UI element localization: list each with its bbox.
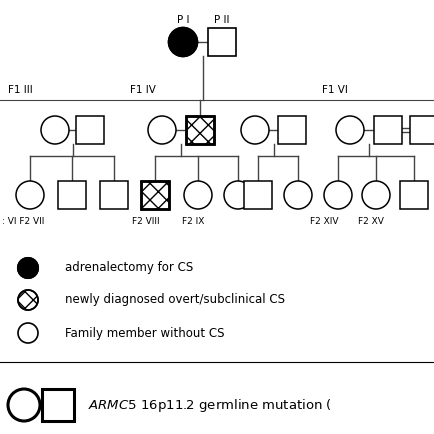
- Circle shape: [18, 290, 38, 310]
- Bar: [244, 181, 272, 209]
- Text: Family member without CS: Family member without CS: [65, 326, 224, 339]
- Circle shape: [284, 181, 312, 209]
- Text: newly diagnosed overt/subclinical CS: newly diagnosed overt/subclinical CS: [65, 293, 285, 306]
- Text: F2 VIII: F2 VIII: [132, 217, 160, 226]
- Circle shape: [148, 116, 176, 144]
- Bar: [278, 116, 306, 144]
- Text: F2 XIV: F2 XIV: [310, 217, 339, 226]
- Bar: [208, 28, 236, 56]
- Circle shape: [184, 181, 212, 209]
- Text: F1 VI: F1 VI: [322, 85, 348, 95]
- Bar: [100, 181, 128, 209]
- Bar: [58, 181, 86, 209]
- Text: F1 III: F1 III: [8, 85, 33, 95]
- Text: F1 IV: F1 IV: [130, 85, 156, 95]
- Text: F2 XV: F2 XV: [358, 217, 384, 226]
- Text: adrenalectomy for CS: adrenalectomy for CS: [65, 262, 193, 274]
- Bar: [42, 389, 74, 421]
- Circle shape: [336, 116, 364, 144]
- Bar: [400, 181, 428, 209]
- Bar: [141, 181, 169, 209]
- Bar: [186, 116, 214, 144]
- Text: : VI F2 VII: : VI F2 VII: [2, 217, 44, 226]
- Circle shape: [224, 181, 252, 209]
- Bar: [410, 116, 434, 144]
- Circle shape: [362, 181, 390, 209]
- Circle shape: [241, 116, 269, 144]
- Bar: [141, 181, 169, 209]
- Circle shape: [18, 323, 38, 343]
- Bar: [374, 116, 402, 144]
- Circle shape: [169, 28, 197, 56]
- Bar: [76, 116, 104, 144]
- Circle shape: [8, 389, 40, 421]
- Circle shape: [16, 181, 44, 209]
- Circle shape: [41, 116, 69, 144]
- Text: P I: P I: [177, 15, 189, 25]
- Text: $\it{ARMC5}$ 16p11.2 germline mutation (: $\it{ARMC5}$ 16p11.2 germline mutation (: [88, 397, 332, 414]
- Text: F2 IX: F2 IX: [182, 217, 204, 226]
- Circle shape: [324, 181, 352, 209]
- Bar: [186, 116, 214, 144]
- Circle shape: [18, 258, 38, 278]
- Text: P II: P II: [214, 15, 230, 25]
